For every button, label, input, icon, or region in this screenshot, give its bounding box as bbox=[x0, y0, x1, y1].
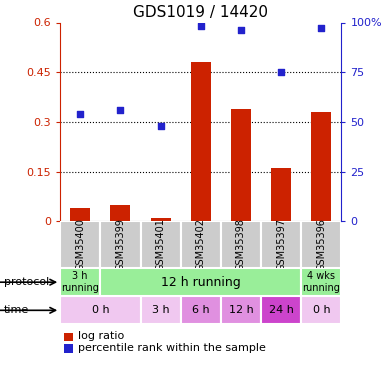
Text: GSM35396: GSM35396 bbox=[316, 218, 326, 271]
Text: 3 h: 3 h bbox=[152, 305, 170, 315]
Bar bbox=[301, 221, 341, 268]
Bar bbox=[261, 221, 301, 268]
Bar bbox=[70, 208, 90, 221]
Text: GSM35402: GSM35402 bbox=[196, 218, 206, 271]
Bar bbox=[261, 296, 301, 324]
Bar bbox=[140, 221, 181, 268]
Text: 0 h: 0 h bbox=[92, 305, 109, 315]
Point bbox=[278, 69, 284, 75]
Text: GSM35400: GSM35400 bbox=[75, 218, 85, 271]
Text: GSM35399: GSM35399 bbox=[115, 218, 125, 271]
Bar bbox=[311, 112, 331, 221]
Point bbox=[158, 123, 164, 129]
Text: log ratio: log ratio bbox=[78, 332, 124, 341]
Text: 0 h: 0 h bbox=[313, 305, 330, 315]
Bar bbox=[231, 109, 251, 221]
Text: protocol: protocol bbox=[4, 277, 49, 287]
Bar bbox=[221, 296, 261, 324]
Point bbox=[238, 27, 244, 33]
Text: GSM35397: GSM35397 bbox=[276, 218, 286, 271]
Bar bbox=[110, 205, 130, 221]
Bar bbox=[100, 221, 140, 268]
Point bbox=[77, 111, 83, 117]
Bar bbox=[271, 168, 291, 221]
Text: 6 h: 6 h bbox=[192, 305, 210, 315]
Text: 24 h: 24 h bbox=[269, 305, 294, 315]
Text: 3 h
running: 3 h running bbox=[61, 272, 99, 293]
Bar bbox=[221, 221, 261, 268]
Bar bbox=[151, 218, 171, 221]
Bar bbox=[181, 221, 221, 268]
Bar bbox=[140, 296, 181, 324]
Bar bbox=[60, 296, 140, 324]
Bar bbox=[60, 221, 100, 268]
Bar bbox=[191, 62, 211, 221]
Text: percentile rank within the sample: percentile rank within the sample bbox=[78, 343, 265, 352]
Title: GDS1019 / 14420: GDS1019 / 14420 bbox=[133, 5, 268, 20]
Bar bbox=[100, 268, 301, 296]
Text: 12 h running: 12 h running bbox=[161, 276, 241, 289]
Text: time: time bbox=[4, 305, 29, 315]
Bar bbox=[60, 268, 100, 296]
Bar bbox=[301, 268, 341, 296]
Bar bbox=[181, 296, 221, 324]
Text: GSM35398: GSM35398 bbox=[236, 218, 246, 271]
Text: GSM35401: GSM35401 bbox=[156, 218, 166, 271]
Point bbox=[117, 107, 123, 113]
Text: 4 wks
running: 4 wks running bbox=[302, 272, 340, 293]
Point bbox=[197, 24, 204, 30]
Bar bbox=[301, 296, 341, 324]
Text: 12 h: 12 h bbox=[229, 305, 253, 315]
Point bbox=[318, 26, 324, 32]
